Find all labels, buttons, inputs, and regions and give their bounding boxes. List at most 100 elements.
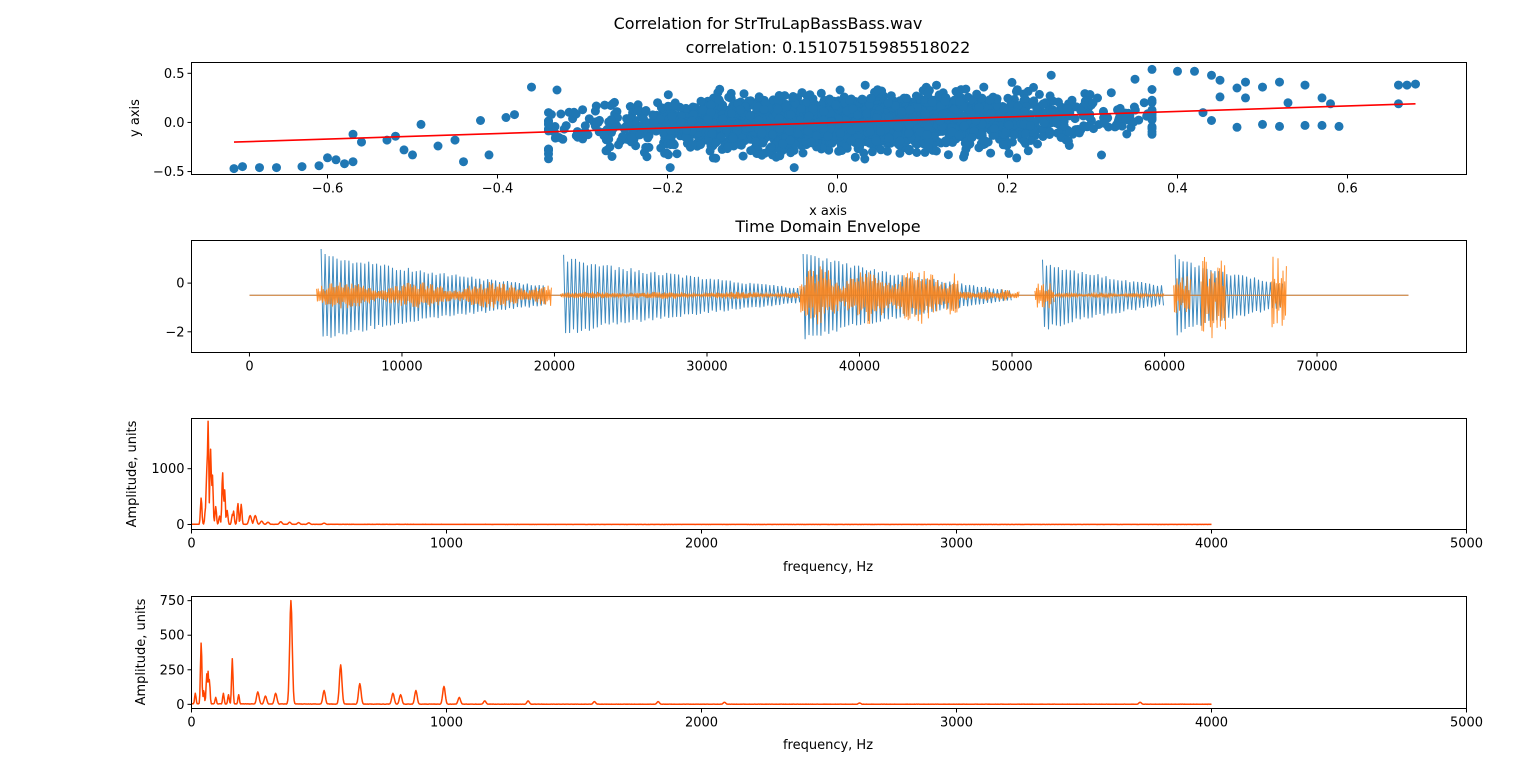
scatter-point: [1059, 121, 1069, 131]
scatter-point: [348, 129, 358, 139]
scatter-point: [751, 137, 761, 147]
scatter-point: [501, 113, 511, 122]
scatter-point: [808, 104, 818, 114]
scatter-point: [1130, 74, 1140, 84]
y-tick-label: −0.5: [153, 165, 185, 180]
spectrum-2-y-axis-label: Amplitude, units: [134, 598, 149, 705]
scatter-point: [826, 117, 836, 127]
scatter-point: [1394, 80, 1403, 90]
scatter-point: [676, 117, 686, 127]
x-tick-label: 40000: [839, 360, 880, 375]
scatter-point: [1026, 121, 1035, 131]
scatter-point: [873, 85, 883, 95]
scatter-point: [705, 146, 715, 156]
scatter-point: [1334, 121, 1344, 131]
scatter-point: [715, 84, 725, 94]
scatter-point: [778, 139, 788, 149]
scatter-point: [961, 84, 971, 94]
scatter-point: [959, 121, 969, 131]
scatter-point: [1011, 86, 1021, 96]
scatter-point: [323, 153, 332, 163]
scatter-point: [272, 163, 281, 173]
scatter-point: [859, 148, 869, 158]
scatter-point: [796, 104, 806, 113]
spectrum-1-x-axis-label: frequency, Hz: [783, 560, 873, 575]
scatter-point: [963, 141, 972, 151]
y-tick-label: 1000: [151, 462, 184, 477]
scatter-point: [707, 129, 717, 139]
scatter-point: [1215, 75, 1225, 85]
spectrum-line: [191, 599, 1212, 706]
scatter-point: [798, 148, 808, 158]
y-tick-label: 250: [160, 663, 185, 678]
scatter-point: [708, 153, 718, 163]
scatter-point: [1038, 99, 1048, 109]
x-tick-label: 70000: [1296, 360, 1337, 375]
scatter-point: [884, 112, 894, 122]
scatter-point: [853, 110, 862, 120]
scatter-point: [1085, 90, 1095, 99]
scatter-point: [1106, 88, 1116, 98]
scatter-point: [1067, 95, 1077, 105]
scatter-point: [1207, 70, 1216, 80]
scatter-point: [255, 163, 264, 173]
scatter-point: [789, 163, 799, 173]
scatter-point: [901, 93, 911, 103]
scatter-point: [1173, 66, 1182, 76]
scatter-point: [736, 105, 746, 115]
y-tick-label: 500: [160, 629, 185, 644]
x-tick-label: 5000: [1450, 716, 1483, 731]
scatter-point: [357, 137, 366, 147]
scatter-point: [635, 130, 645, 140]
scatter-point: [606, 115, 616, 125]
scatter-point: [1190, 66, 1199, 76]
x-tick-label: 30000: [686, 360, 727, 375]
scatter-point: [1283, 98, 1293, 108]
scatter-point: [807, 137, 816, 147]
scatter-point: [1004, 148, 1014, 158]
y-tick-label: −2: [165, 325, 184, 340]
scatter-point: [1232, 122, 1242, 132]
scatter-x-axis-label: x axis: [809, 204, 847, 219]
scatter-point: [871, 136, 881, 146]
scatter-point: [571, 109, 581, 119]
scatter-y-axis-label: y axis: [128, 99, 143, 137]
scatter-point: [760, 98, 770, 108]
scatter-point: [1007, 77, 1017, 87]
scatter-point: [754, 115, 764, 125]
scatter-point: [1019, 136, 1029, 146]
spectrum-2-x-axis-label: frequency, Hz: [783, 738, 873, 753]
scatter-point: [775, 124, 784, 134]
regression-line: [233, 102, 1416, 143]
scatter-point: [781, 102, 791, 112]
scatter-point: [1079, 121, 1089, 131]
x-tick-label: 4000: [1195, 537, 1228, 552]
scatter-point: [923, 89, 933, 99]
scatter-point: [1317, 120, 1327, 130]
scatter-point: [804, 111, 814, 121]
scatter-point: [805, 90, 815, 100]
scatter-point: [947, 127, 957, 137]
scatter-point: [882, 146, 892, 156]
x-tick-label: 0.2: [997, 182, 1018, 197]
scatter-point: [1039, 118, 1049, 128]
scatter-point: [672, 149, 682, 159]
scatter-point: [641, 106, 651, 115]
scatter-point: [703, 114, 713, 124]
scatter-point: [754, 92, 764, 102]
scatter-point: [544, 154, 553, 164]
scatter-point: [1241, 93, 1250, 103]
y-tick-label: 0: [176, 518, 184, 533]
scatter-point: [399, 145, 409, 155]
scatter-point: [1029, 82, 1038, 92]
scatter-point: [1023, 146, 1033, 156]
scatter-point: [786, 148, 796, 158]
scatter-point: [797, 88, 807, 98]
scatter-point: [696, 140, 705, 150]
scatter-point: [665, 163, 675, 173]
scatter-point: [867, 147, 877, 157]
scatter-point: [836, 128, 845, 138]
scatter-point: [938, 109, 948, 119]
scatter-point: [666, 140, 676, 150]
scatter-point: [644, 142, 654, 152]
